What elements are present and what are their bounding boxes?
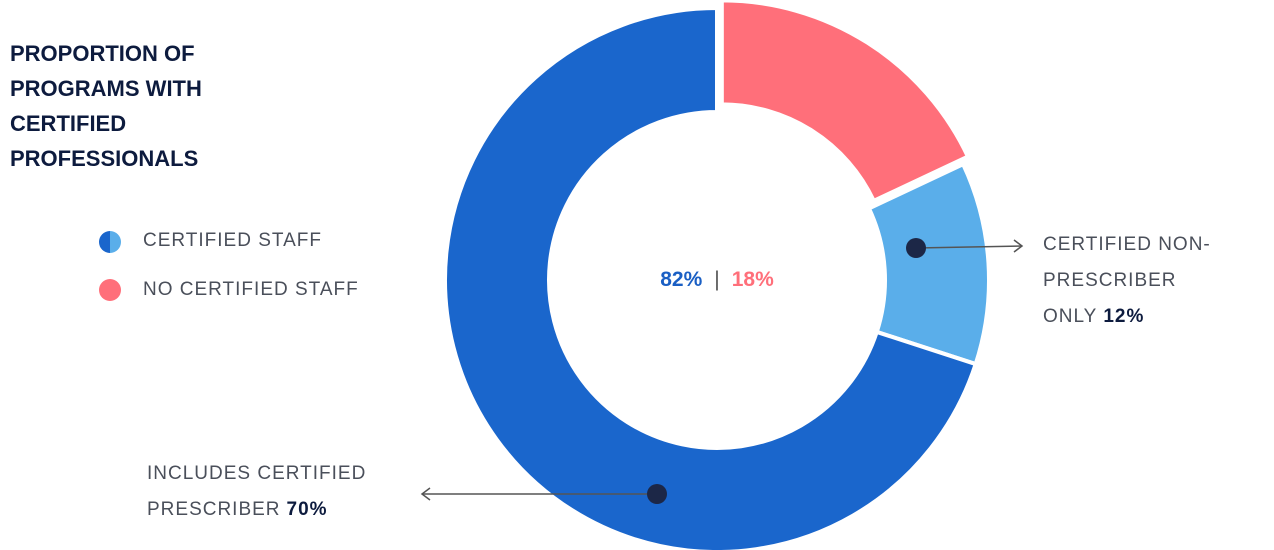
- chart-title: PROPORTION OF PROGRAMS WITH CERTIFIED PR…: [10, 41, 202, 171]
- annotation-connector: [915, 245, 1023, 249]
- center-totals: 82% | 18%: [567, 268, 867, 292]
- segment-annotation: INCLUDES CERTIFIED PRESCRIBER 70%: [147, 456, 412, 528]
- legend-label: NO CERTIFIED STAFF: [143, 279, 359, 300]
- annotation-arrowhead: [1013, 239, 1024, 253]
- legend-label: CERTIFIED STAFF: [143, 230, 322, 251]
- segment-value-label: 12%: [1103, 306, 1145, 327]
- total-label: 82%: [660, 268, 703, 291]
- separator: |: [714, 268, 720, 291]
- annotation-arrowhead: [420, 487, 431, 501]
- segment-annotation: CERTIFIED NON-PRESCRIBER ONLY 12%: [1043, 227, 1271, 335]
- legend-icon: [99, 231, 110, 253]
- annotation-dot: [906, 238, 926, 258]
- segment-label: INCLUDES CERTIFIED PRESCRIBER: [147, 463, 367, 520]
- legend-icon: [110, 231, 121, 253]
- donut-segment: [443, 5, 979, 550]
- legend-icon: [99, 279, 121, 301]
- segment-label: CERTIFIED NON-PRESCRIBER ONLY: [1043, 234, 1211, 327]
- total-label: 18%: [731, 268, 774, 291]
- annotation-dot: [647, 484, 667, 504]
- segment-value-label: 70%: [286, 499, 328, 520]
- donut-segment: [719, 0, 971, 204]
